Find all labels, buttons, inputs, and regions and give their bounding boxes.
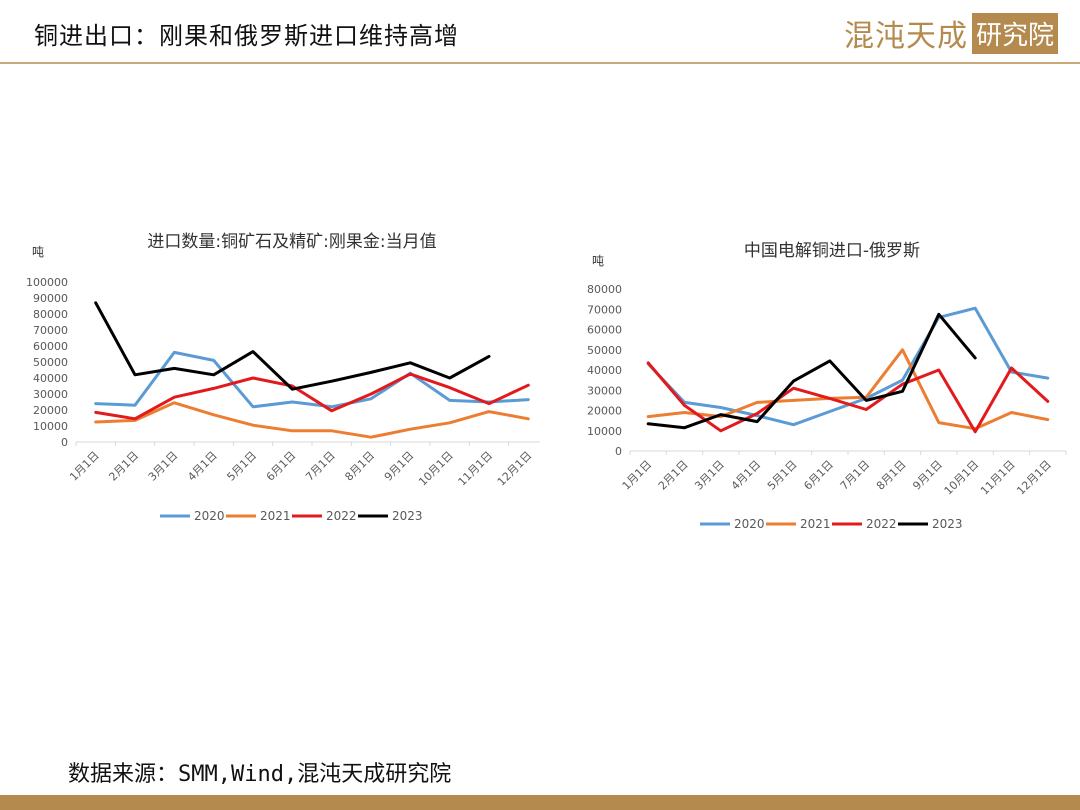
legend-label-2021: 2021 (800, 517, 831, 531)
y-tick-label: 20000 (587, 405, 622, 418)
company-logo: 混沌天成 研究院 (844, 12, 1058, 54)
x-tick-label: 12月1日 (1014, 458, 1054, 498)
legend-label-2023: 2023 (392, 509, 423, 523)
y-tick-label: 70000 (587, 303, 622, 316)
x-tick-label: 10月1日 (942, 458, 982, 498)
y-axis-unit-label: 吨 (32, 245, 44, 259)
series-line-2022 (646, 361, 1050, 434)
x-tick-label: 8月1日 (874, 458, 909, 493)
series-line-2021 (646, 348, 1050, 431)
x-tick-label: 2月1日 (656, 458, 691, 493)
y-tick-label: 80000 (587, 283, 622, 296)
y-tick-label: 30000 (587, 384, 622, 397)
series-line-2022 (94, 372, 530, 421)
x-tick-label: 1月1日 (620, 458, 655, 493)
series-line-2020 (94, 350, 530, 409)
x-tick-label: 11月1日 (978, 458, 1018, 498)
x-tick-label: 7月1日 (838, 458, 873, 493)
y-tick-label: 40000 (587, 364, 622, 377)
y-tick-label: 10000 (587, 425, 622, 438)
logo-box-text: 研究院 (971, 12, 1058, 54)
y-tick-label: 60000 (33, 340, 68, 353)
y-tick-label: 0 (615, 445, 622, 458)
y-tick-label: 90000 (33, 292, 68, 305)
legend-label-2022: 2022 (866, 517, 897, 531)
y-tick-label: 100000 (26, 276, 68, 289)
y-tick-label: 30000 (33, 388, 68, 401)
legend-label-2020: 2020 (194, 509, 225, 523)
x-tick-label: 9月1日 (910, 458, 945, 493)
chart-title: 中国电解铜进口-俄罗斯 (744, 241, 920, 261)
y-tick-label: 80000 (33, 308, 68, 321)
chart-title: 进口数量:铜矿石及精矿:刚果金:当月值 (147, 232, 436, 252)
series-line-2023 (94, 301, 491, 391)
legend-label-2020: 2020 (734, 517, 765, 531)
y-tick-label: 10000 (33, 420, 68, 433)
x-tick-label: 4月1日 (729, 458, 764, 493)
legend-label-2022: 2022 (326, 509, 357, 523)
footer-band (0, 795, 1080, 810)
series-line-2021 (94, 401, 530, 439)
x-tick-label: 3月1日 (692, 458, 727, 493)
slide-title: 铜进出口：刚果和俄罗斯进口维持高增 (34, 22, 459, 50)
y-tick-label: 60000 (587, 324, 622, 337)
y-tick-label: 0 (61, 436, 68, 449)
y-tick-label: 50000 (33, 356, 68, 369)
x-tick-label: 5月1日 (765, 458, 800, 493)
y-tick-label: 50000 (587, 344, 622, 357)
logo-text: 混沌天成 (843, 19, 968, 54)
y-tick-label: 20000 (33, 404, 68, 417)
series-line-2023 (646, 312, 977, 430)
header-divider (0, 62, 1080, 64)
y-tick-label: 40000 (33, 372, 68, 385)
legend-label-2021: 2021 (260, 509, 291, 523)
data-source-note: 数据来源：SMM,Wind,混沌天成研究院 (68, 762, 452, 787)
y-axis-unit-label: 吨 (592, 254, 604, 268)
legend-label-2023: 2023 (932, 517, 963, 531)
x-tick-label: 6月1日 (801, 458, 836, 493)
y-tick-label: 70000 (33, 324, 68, 337)
